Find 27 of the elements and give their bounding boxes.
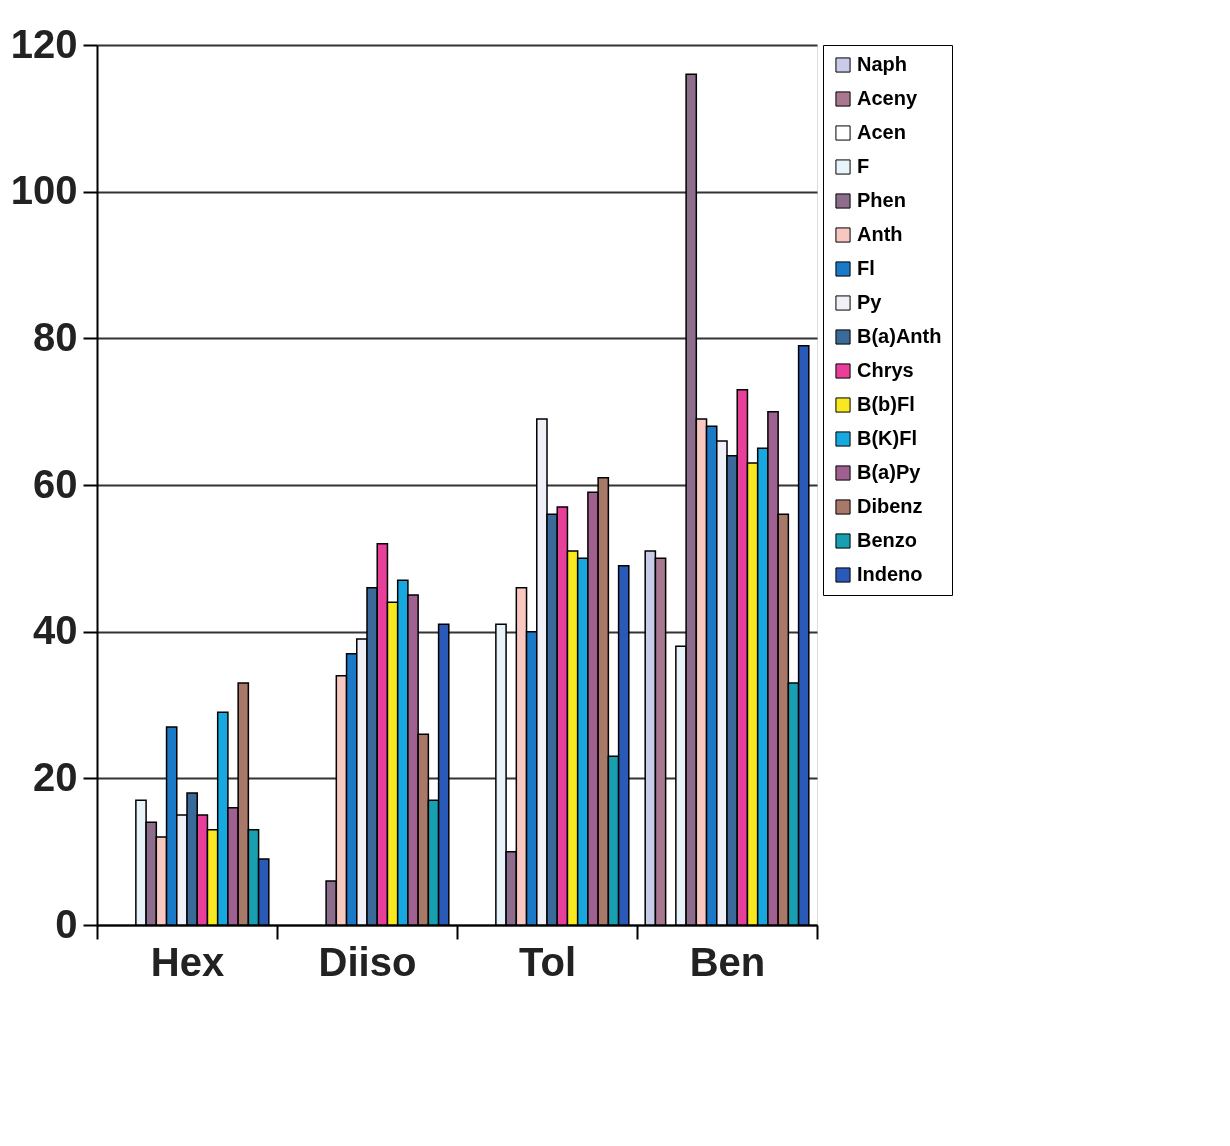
y-tick-label: 40 — [33, 608, 78, 653]
legend-label: Naph — [857, 53, 907, 75]
y-tick-label: 0 — [55, 901, 78, 946]
y-tick-label: 80 — [33, 314, 78, 359]
legend-label: B(a)Anth — [857, 325, 942, 347]
legend-label: B(a)Py — [857, 461, 922, 483]
legend-label: Acen — [857, 121, 906, 143]
legend-label: Dibenz — [857, 495, 923, 517]
x-tick-label: Diiso — [318, 939, 417, 984]
legend-label: F — [857, 155, 870, 177]
x-tick-label: Hex — [150, 939, 225, 984]
legend-label: B(b)Fl — [857, 393, 915, 415]
legend-label: Py — [857, 291, 883, 313]
legend-label: Anth — [857, 223, 903, 245]
legend-label: Chrys — [857, 359, 914, 381]
x-tick-label: Ben — [689, 939, 766, 984]
legend-label: Benzo — [857, 529, 917, 551]
x-tick-label: Tol — [518, 939, 577, 984]
legend-label: Aceny — [857, 87, 918, 109]
y-tick-label: 100 — [10, 168, 78, 213]
y-tick-label: 120 — [10, 21, 78, 66]
legend-label: Fl — [857, 257, 875, 279]
y-tick-label: 60 — [33, 461, 78, 506]
y-tick-label: 20 — [33, 754, 78, 799]
legend-label: B(K)Fl — [857, 427, 917, 449]
legend-label: Phen — [857, 189, 906, 211]
legend-label: Indeno — [857, 563, 923, 585]
